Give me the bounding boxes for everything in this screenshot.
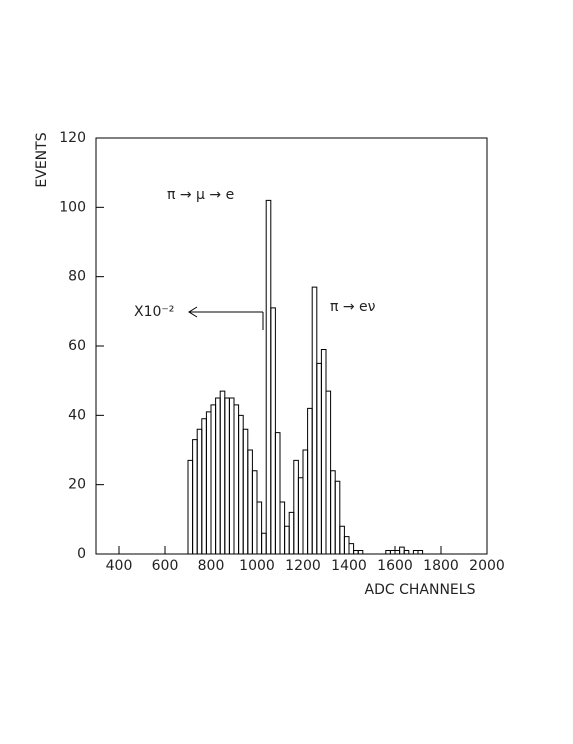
histogram-bar [284, 525, 290, 554]
histogram-bar [307, 407, 313, 554]
x-tick-label: 2000 [469, 558, 505, 574]
histogram-bar [215, 397, 221, 554]
histogram-bar [233, 404, 240, 554]
x-tick-label: 400 [106, 558, 133, 574]
y-axis-label: EVENTS [34, 132, 50, 187]
histogram-bar [228, 397, 235, 554]
histogram-bar [389, 550, 396, 554]
histogram-bar [293, 459, 299, 554]
histogram-bar [192, 439, 198, 554]
histogram-bar [320, 348, 327, 554]
y-tick-label: 120 [59, 130, 86, 146]
histogram-bar [348, 543, 355, 554]
x-tick-label: 1600 [377, 558, 413, 574]
histogram-bar [224, 397, 230, 554]
histogram-bar [210, 404, 217, 554]
histogram-bar [274, 432, 281, 554]
histogram-bar [316, 362, 322, 554]
y-tick-label: 40 [68, 407, 86, 423]
histogram-bar [302, 449, 309, 554]
histogram-bar [325, 390, 332, 554]
annotation: π → μ → e [167, 187, 234, 203]
histogram-bar [385, 550, 391, 554]
x-tick-label: 1800 [423, 558, 459, 574]
x-tick-label: 1000 [239, 558, 275, 574]
histogram-bar [394, 550, 401, 554]
histogram-bar [279, 501, 286, 554]
histogram-bar [219, 390, 226, 554]
histogram-bar [330, 470, 336, 554]
annotation: π → eν [330, 299, 376, 315]
histogram-bar [242, 428, 249, 554]
histogram-bar [256, 501, 263, 554]
arrow [188, 306, 264, 330]
histogram-bar [261, 532, 267, 554]
histogram-bar [311, 286, 318, 554]
x-tick-label: 1400 [331, 558, 367, 574]
histogram-bar [339, 525, 345, 554]
histogram-bar [417, 550, 424, 554]
histogram-bar [399, 546, 405, 554]
plot-frame [95, 137, 488, 555]
y-tick-label: 60 [68, 338, 86, 354]
x-tick-label: 1200 [285, 558, 321, 574]
histogram-bar [412, 550, 419, 554]
y-tick-label: 80 [68, 269, 86, 285]
y-tick-label: 100 [59, 199, 86, 215]
histogram-bar [353, 550, 359, 554]
histogram-bar [297, 477, 304, 554]
histogram-bar [288, 511, 295, 554]
y-tick-label: 0 [77, 546, 86, 562]
x-axis-label: ADC CHANNELS [365, 582, 476, 598]
histogram-bar [247, 449, 253, 554]
histogram-bar [265, 199, 272, 554]
x-tick-label: 600 [152, 558, 179, 574]
histogram-bar [403, 550, 410, 554]
histogram-bar [201, 418, 207, 554]
histogram-bar [334, 480, 341, 554]
histogram-bar [205, 411, 212, 554]
histogram-bar [238, 414, 244, 554]
histogram-bar [196, 428, 203, 554]
histogram-bar [251, 470, 258, 554]
histogram-bar [343, 536, 350, 554]
y-tick-label: 20 [68, 477, 86, 493]
histogram-bar [357, 550, 364, 554]
x-tick-label: 800 [198, 558, 225, 574]
annotation: X10⁻² [134, 304, 174, 320]
histogram-bar [270, 307, 276, 554]
histogram-bar [187, 459, 194, 554]
